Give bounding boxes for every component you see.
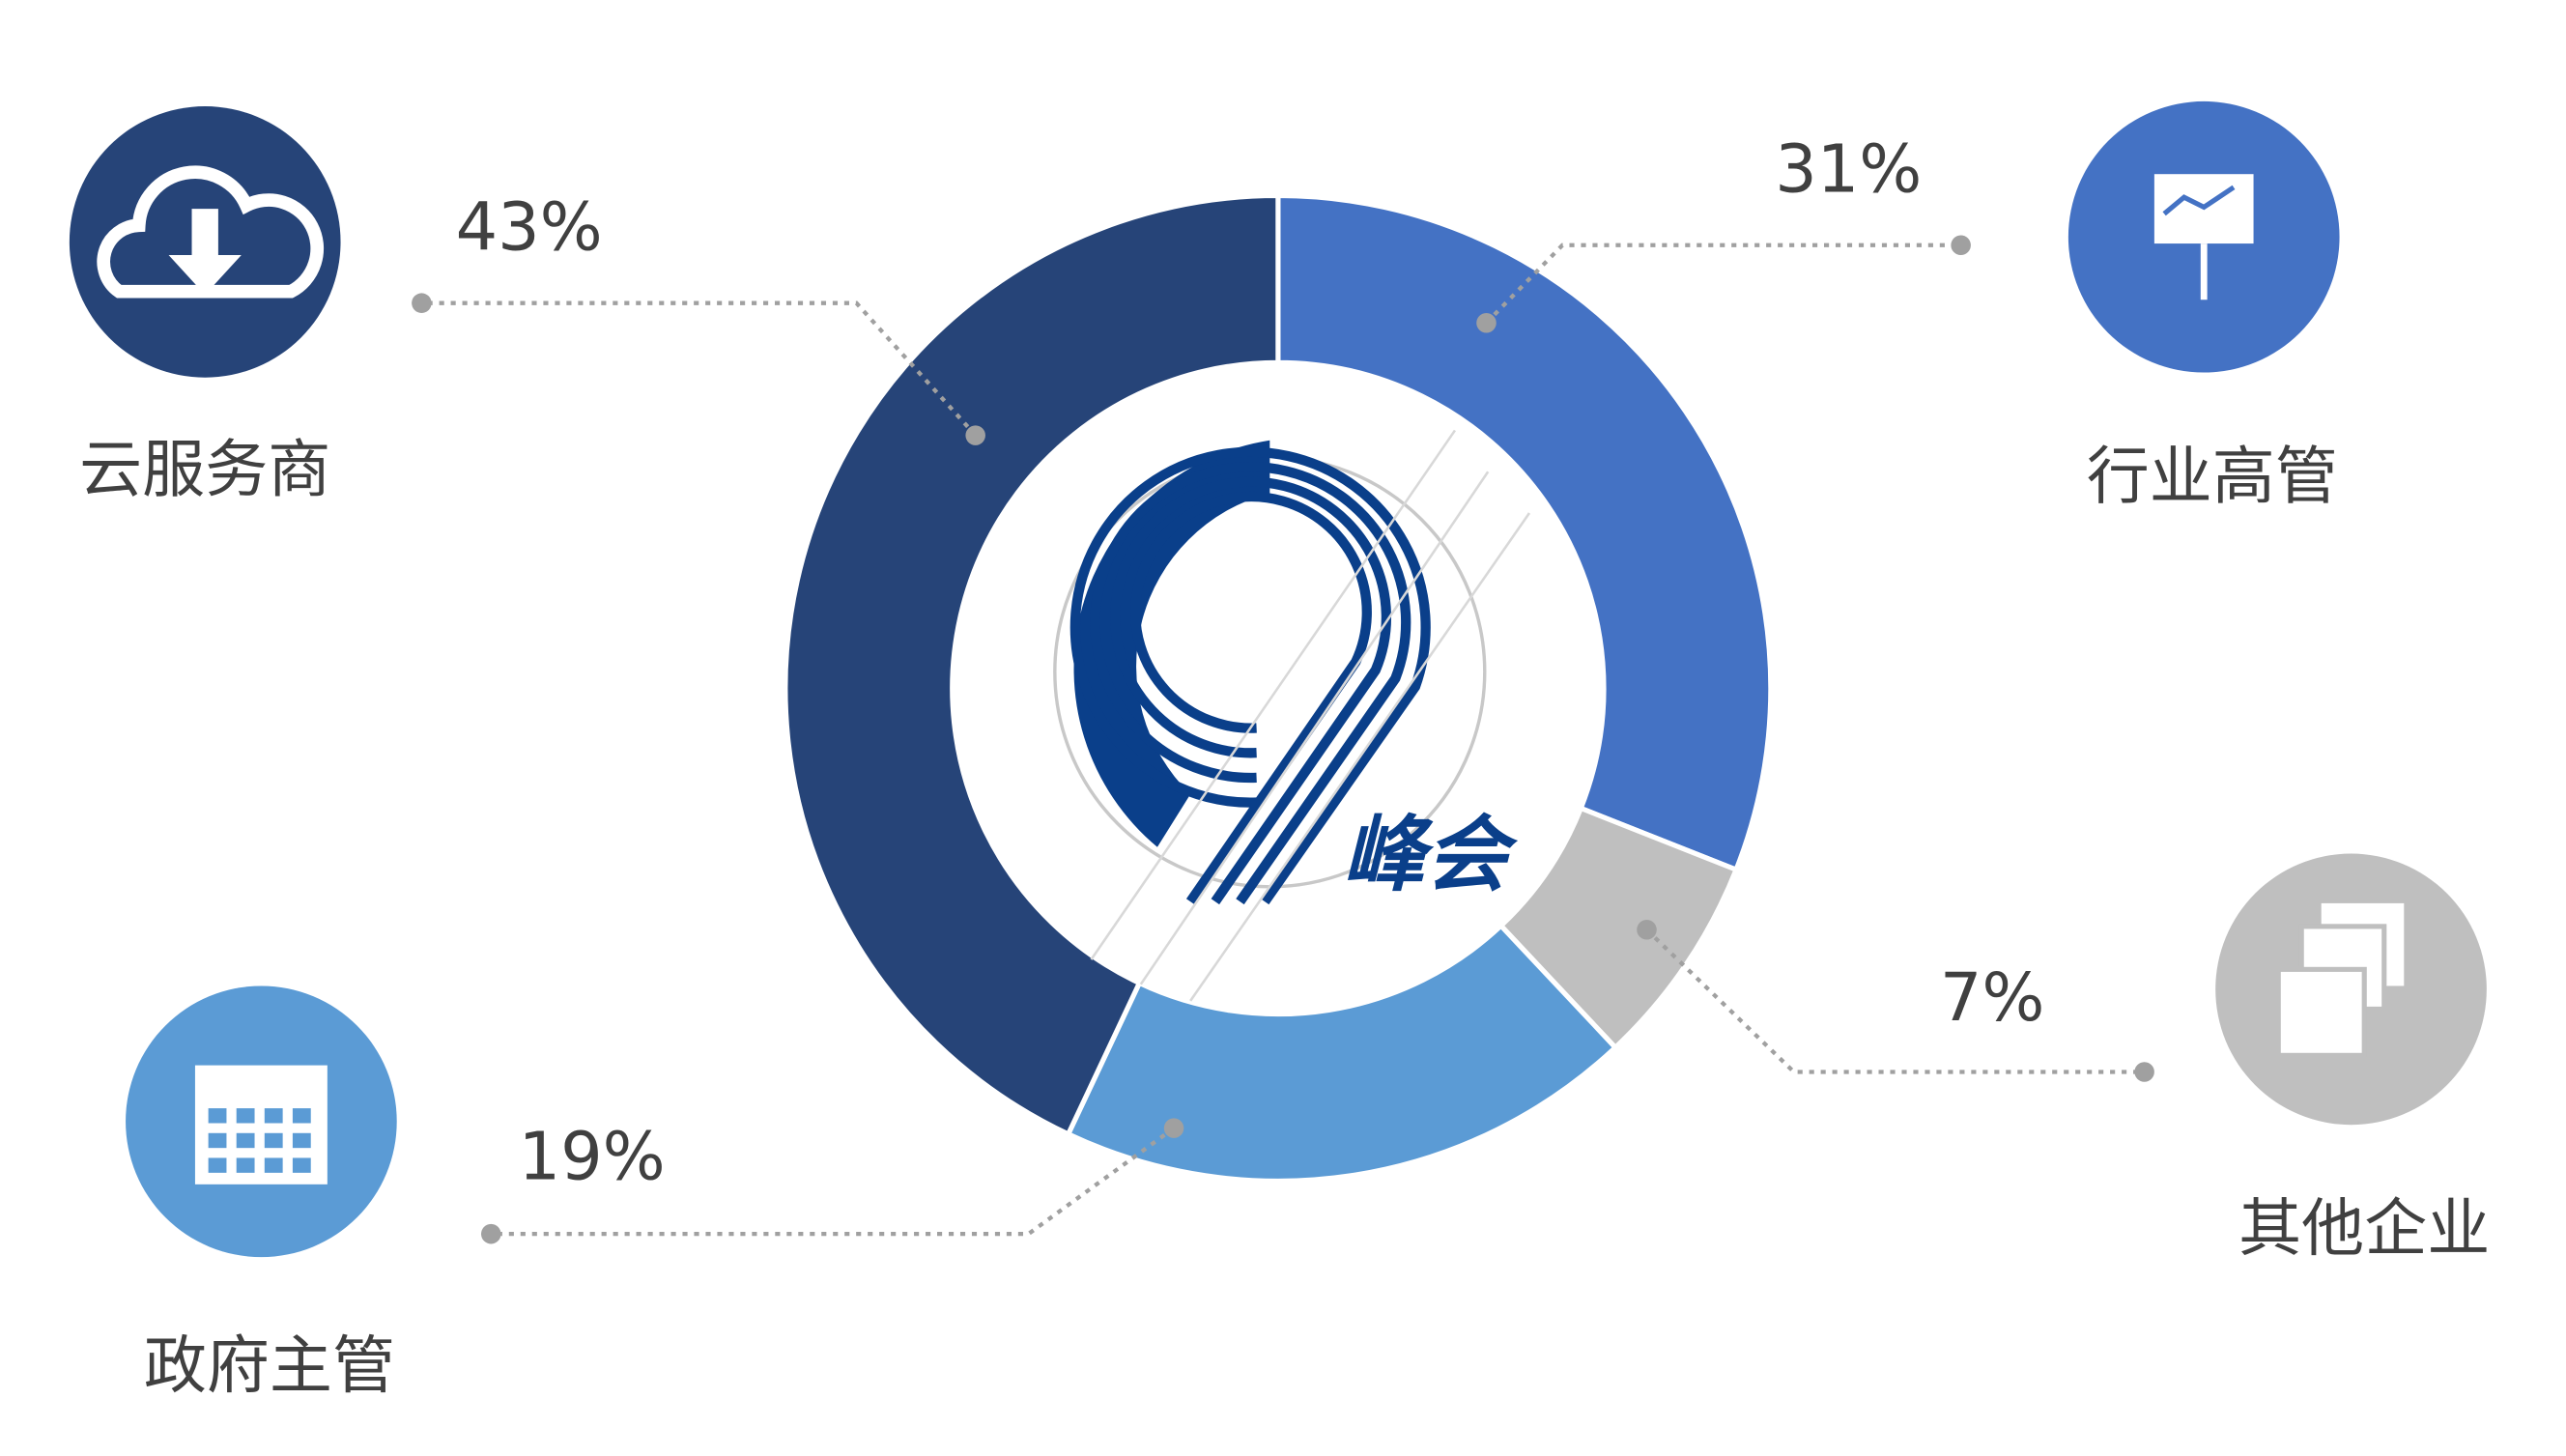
icon-glyph (208, 1132, 227, 1149)
value-label: 7% (1940, 959, 2045, 1037)
leader-dot (1476, 312, 1497, 333)
icon-glyph (292, 1132, 311, 1149)
icon-glyph (236, 1132, 255, 1149)
leader-dot (412, 293, 432, 313)
logo-lines (1090, 429, 1531, 1002)
category-label: 其他企业 (2238, 1193, 2490, 1266)
leader-line (1645, 928, 2145, 1074)
logo-stripes (1069, 446, 1431, 905)
leader-line (1484, 243, 1961, 325)
icon-glyph (292, 1108, 311, 1124)
icon-glyph (168, 209, 242, 296)
donut-segment (783, 192, 1281, 1138)
icon-glyph (264, 1132, 283, 1149)
icon-glyph (236, 1157, 255, 1173)
value-label: 43% (456, 189, 603, 267)
donut-segment (1065, 922, 1619, 1184)
icon-glyph (2275, 966, 2367, 1058)
icon (2275, 902, 2405, 1058)
icon-glyph (292, 1157, 311, 1173)
value-label: 19% (519, 1118, 666, 1195)
icon-glyph (2162, 185, 2236, 216)
leader-dot (2134, 1062, 2154, 1082)
leader-dot (481, 1223, 501, 1244)
leader-line (491, 1126, 1176, 1237)
icon-glyph (208, 1157, 227, 1173)
category-label: 行业高管 (2087, 441, 2338, 513)
leader-dot (965, 425, 985, 445)
icon-glyph (208, 1108, 227, 1124)
logo-text: 峰会 (1343, 808, 1519, 903)
icon (194, 1065, 328, 1185)
logo: 峰会 (1053, 429, 1531, 1002)
value-label: 31% (1775, 131, 1922, 209)
donut-segment (1275, 192, 1774, 873)
category-label: 政府主管 (144, 1330, 395, 1403)
leader-dot (1637, 920, 1657, 940)
icon-glyph (264, 1157, 283, 1173)
icon-glyph (236, 1108, 255, 1124)
leader-line (421, 300, 978, 438)
icon-glyph (97, 165, 325, 299)
leader-dot (1163, 1118, 1184, 1138)
category-label: 云服务商 (79, 434, 330, 506)
leader-dot (1951, 235, 1971, 256)
icon (97, 165, 325, 299)
icon-glyph (264, 1108, 283, 1124)
icon (2153, 174, 2254, 300)
